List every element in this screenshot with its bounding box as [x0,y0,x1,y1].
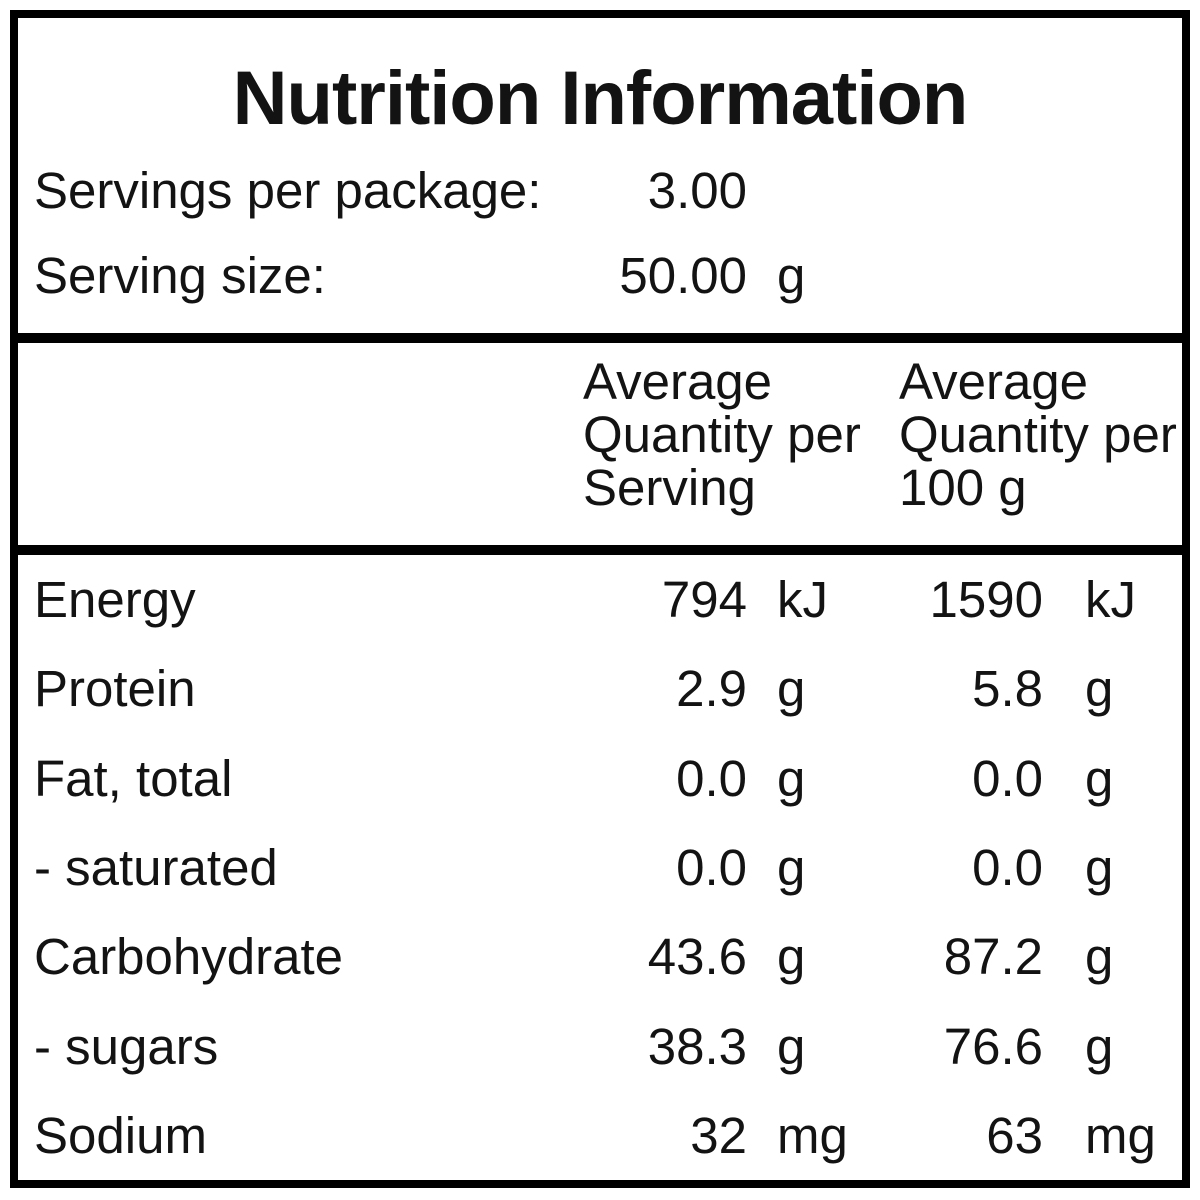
nutrient-name: Sodium [34,1106,207,1164]
per-serving-value: 2.9 [676,660,747,718]
per-serving-value: 794 [661,571,747,629]
per-100g-value: 0.0 [972,749,1043,807]
nutrient-row-sodium: Sodium 32 mg 63 mg [18,1091,1182,1180]
per-serving-unit: g [777,928,806,986]
per-100g-value: 87.2 [943,928,1043,986]
per-serving-value: 32 [690,1106,747,1164]
per-100g-value: 1590 [929,571,1043,629]
per-serving-unit: mg [777,1106,848,1164]
serving-size-label: Serving size: [34,247,326,304]
per-serving-value: 0.0 [676,838,747,896]
nutrient-name: Protein [34,660,196,718]
nutrient-table-section: Energy 794 kJ 1590 kJ Protein 2.9 g 5.8 … [18,545,1182,1180]
per-100g-unit: g [1085,660,1114,718]
per-100g-unit: g [1085,928,1114,986]
servings-per-package-row: Servings per package: 3.00 [18,148,1182,233]
column-header-spacer [18,355,559,545]
per-serving-value: 38.3 [647,1017,747,1075]
nutrient-name: - sugars [34,1017,219,1075]
column-header-per-serving: Average Quantity per Serving [583,353,861,516]
per-serving-unit: kJ [777,571,828,629]
per-serving-unit: g [777,838,806,896]
per-100g-value: 63 [986,1106,1043,1164]
per-100g-value: 0.0 [972,838,1043,896]
per-serving-unit: g [777,660,806,718]
nutrient-row-fat-total: Fat, total 0.0 g 0.0 g [18,734,1182,823]
per-100g-unit: kJ [1085,571,1136,629]
per-100g-unit: g [1085,1017,1114,1075]
per-100g-unit: g [1085,838,1114,896]
nutrient-name: Fat, total [34,749,233,807]
nutrition-label-panel: Nutrition Information Servings per packa… [10,10,1190,1188]
nutrient-name: Carbohydrate [34,928,344,986]
nutrient-row-sugars: - sugars 38.3 g 76.6 g [18,1001,1182,1090]
per-100g-unit: mg [1085,1106,1156,1164]
column-header-section: Average Quantity per Serving Average Qua… [18,333,1182,545]
servings-per-package-label: Servings per package: [34,162,542,219]
label-title: Nutrition Information [232,56,969,141]
per-serving-value: 43.6 [647,928,747,986]
per-100g-value: 76.6 [943,1017,1043,1075]
per-serving-value: 0.0 [676,749,747,807]
per-serving-unit: g [777,1017,806,1075]
label-header-section: Nutrition Information Servings per packa… [18,18,1182,333]
nutrient-row-carbohydrate: Carbohydrate 43.6 g 87.2 g [18,912,1182,1001]
serving-size-unit: g [777,247,806,304]
serving-size-row: Serving size: 50.00 g [18,233,1182,318]
servings-per-package-value: 3.00 [647,162,747,219]
serving-size-value: 50.00 [619,247,747,304]
nutrient-row-saturated: - saturated 0.0 g 0.0 g [18,823,1182,912]
per-serving-unit: g [777,749,806,807]
nutrient-row-protein: Protein 2.9 g 5.8 g [18,644,1182,733]
nutrient-name: Energy [34,571,196,629]
nutrient-name: - saturated [34,838,278,896]
nutrient-row-energy: Energy 794 kJ 1590 kJ [18,555,1182,644]
per-100g-unit: g [1085,749,1114,807]
per-100g-value: 5.8 [972,660,1043,718]
column-header-per-100g: Average Quantity per 100 g [899,353,1177,516]
